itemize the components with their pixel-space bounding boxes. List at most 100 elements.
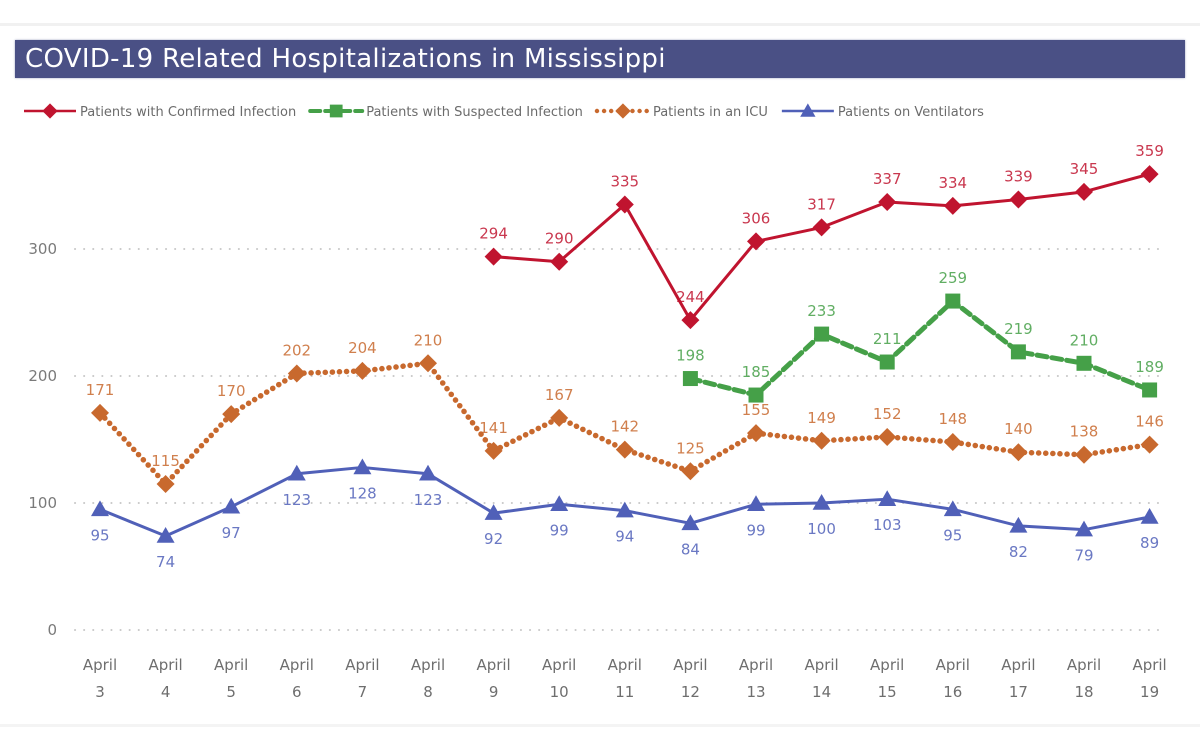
x-tick-label: 16 — [943, 683, 962, 701]
data-point — [484, 247, 503, 266]
y-tick-label: 100 — [28, 494, 57, 512]
data-label: 337 — [873, 170, 902, 188]
data-point — [287, 364, 306, 383]
data-point — [222, 497, 241, 514]
data-point — [943, 433, 962, 452]
x-tick-label: 13 — [746, 683, 765, 701]
legend-diamond-icon — [42, 103, 58, 119]
data-label: 125 — [676, 439, 705, 457]
data-label: 74 — [156, 553, 175, 571]
data-label: 155 — [742, 401, 771, 419]
legend-item-patients-with-confirmed-infection: Patients with Confirmed Infection — [24, 103, 296, 120]
x-axis: April 3 April 4 April 5 April 6 April 7 April 8 Apri… — [83, 656, 1167, 701]
data-point — [1010, 344, 1026, 360]
x-tick-label: April — [280, 656, 314, 674]
y-axis: 0 100 200 300 — [28, 240, 57, 639]
data-label: 171 — [86, 381, 115, 399]
data-label: 339 — [1004, 167, 1033, 185]
data-point — [484, 504, 503, 520]
x-tick-label: April — [936, 656, 970, 674]
legend-square-icon — [329, 104, 343, 118]
data-point — [550, 495, 569, 512]
data-label: 198 — [676, 347, 705, 365]
data-point — [812, 494, 831, 510]
data-point — [419, 464, 437, 481]
data-label: 94 — [615, 528, 634, 546]
y-tick-label: 0 — [47, 621, 57, 639]
data-point — [353, 458, 372, 475]
data-label: 185 — [742, 363, 771, 381]
x-tick-label: April — [411, 656, 445, 674]
data-point — [156, 474, 175, 493]
data-label: 95 — [943, 526, 962, 544]
data-label: 99 — [550, 521, 569, 539]
data-point — [1009, 443, 1028, 462]
data-point — [1140, 507, 1159, 524]
legend-label: Patients on Ventilators — [838, 105, 984, 120]
data-label: 233 — [807, 302, 836, 320]
data-label: 152 — [873, 405, 902, 423]
data-point — [681, 514, 700, 531]
legend-item-patients-in-an-icu: Patients in an ICU — [594, 103, 768, 120]
x-tick-label: 3 — [95, 683, 105, 701]
data-point — [1075, 520, 1093, 537]
data-label: 210 — [1070, 331, 1099, 349]
x-tick-label: April — [83, 656, 117, 674]
data-label: 89 — [1140, 534, 1159, 552]
x-tick-label: 4 — [161, 683, 171, 701]
series-line — [687, 298, 1153, 398]
data-point — [879, 354, 895, 370]
data-point — [1075, 182, 1093, 201]
legend-triangle-icon — [800, 103, 816, 117]
x-tick-label: 6 — [292, 683, 302, 701]
x-tick-label: 9 — [489, 683, 499, 701]
data-point — [814, 326, 830, 342]
x-tick-label: April — [542, 656, 576, 674]
legend-item-patients-on-ventilators: Patients on Ventilators — [781, 103, 984, 120]
data-point — [812, 431, 831, 450]
legend-item-patients-with-suspected-infection: Patients with Suspected Infection — [308, 104, 583, 120]
data-label: 128 — [348, 484, 377, 502]
x-tick-label: 7 — [358, 683, 368, 701]
series-patients-with-suspected-infection — [682, 293, 1158, 403]
data-point — [812, 218, 831, 237]
legend: Patients with Confirmed Infection Patient… — [24, 103, 984, 120]
title-bar: COVID-19 Related Hospitalizations in Mis… — [15, 40, 1185, 78]
data-point — [748, 387, 764, 403]
data-label: 219 — [1004, 320, 1033, 338]
data-point — [1142, 382, 1158, 398]
data-label: 138 — [1070, 423, 1099, 441]
data-point — [1009, 190, 1028, 209]
x-tick-label: April — [608, 656, 642, 674]
data-point — [878, 427, 897, 446]
data-point — [550, 408, 569, 427]
y-tick-label: 200 — [28, 367, 57, 385]
data-label: 259 — [938, 269, 967, 287]
legend-label: Patients in an ICU — [653, 105, 768, 120]
data-label: 334 — [938, 174, 967, 192]
series-group — [91, 165, 1159, 543]
x-tick-label: April — [476, 656, 510, 674]
data-label: 84 — [681, 540, 700, 558]
data-label: 359 — [1135, 142, 1164, 160]
data-point — [747, 495, 765, 512]
data-label: 345 — [1070, 160, 1099, 178]
x-tick-label: 11 — [615, 683, 634, 701]
data-label: 142 — [610, 418, 639, 436]
data-label: 97 — [222, 524, 241, 542]
data-point — [222, 405, 241, 424]
data-label: 103 — [873, 516, 902, 534]
data-point — [615, 440, 634, 459]
x-tick-label: 15 — [878, 683, 897, 701]
x-tick-label: 12 — [681, 683, 700, 701]
x-tick-label: 17 — [1009, 683, 1028, 701]
data-point — [682, 371, 698, 387]
data-label: 202 — [282, 341, 311, 359]
data-label: 146 — [1135, 413, 1164, 431]
bottom-divider — [0, 724, 1200, 727]
data-point — [484, 441, 503, 460]
legend-diamond-icon — [615, 103, 631, 119]
top-divider — [0, 23, 1200, 26]
x-tick-label: 19 — [1140, 683, 1159, 701]
